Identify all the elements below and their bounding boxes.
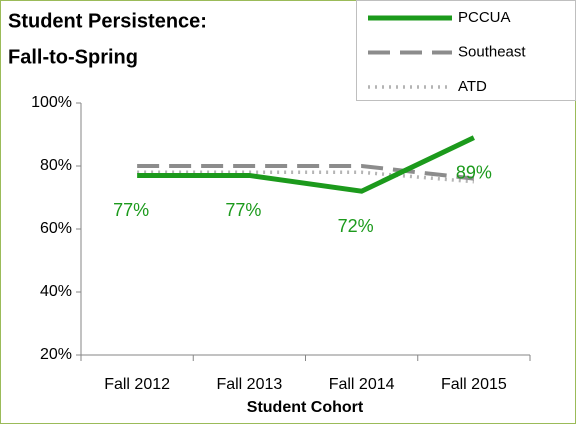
legend-label: ATD [458,78,487,95]
data-label: 77% [225,200,261,220]
y-tick-label: 80% [40,157,72,174]
y-tick-label: 20% [40,346,72,363]
y-tick-label: 100% [31,94,72,111]
x-tick-label: Fall 2013 [216,376,282,393]
x-tick-label: Fall 2012 [104,376,170,393]
y-tick-label: 60% [40,220,72,237]
x-axis-label: Student Cohort [247,399,364,416]
legend-label: PCCUA [458,9,511,26]
data-label: 77% [113,200,149,220]
x-tick-label: Fall 2015 [441,376,507,393]
legend-label: Southeast [458,43,526,60]
data-label: 89% [456,162,492,182]
series-line [137,170,475,184]
chart-title: Fall-to-Spring [8,46,138,68]
chart-title: Student Persistence: [8,10,207,32]
x-tick-label: Fall 2014 [329,376,395,393]
series-line [137,135,475,194]
series-line [137,164,475,181]
y-tick-label: 40% [40,283,72,300]
data-label: 72% [338,216,374,236]
